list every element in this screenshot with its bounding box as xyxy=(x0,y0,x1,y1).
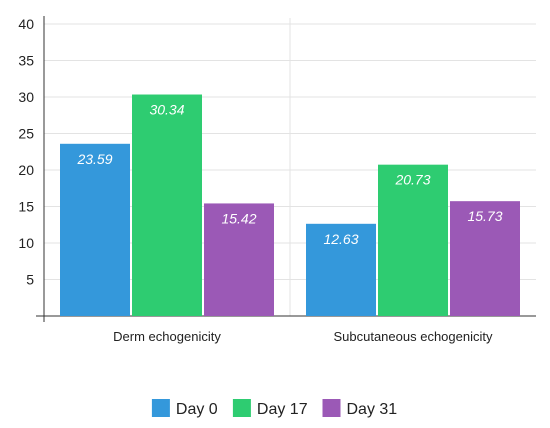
bar-value-label: 20.73 xyxy=(394,172,430,188)
bar-value-label: 15.42 xyxy=(221,210,256,226)
bar xyxy=(60,143,130,316)
legend-swatch xyxy=(322,399,341,417)
y-tick-label: 30 xyxy=(18,89,34,105)
y-tick-label: 35 xyxy=(18,53,34,69)
y-tick-label: 25 xyxy=(18,126,34,142)
y-tick-label: 40 xyxy=(18,16,34,32)
legend: Day 0 Day 17 Day 31 xyxy=(151,399,398,418)
legend-label: Day 31 xyxy=(347,401,398,418)
bar-value-label: 15.73 xyxy=(467,208,502,224)
bar xyxy=(306,223,376,316)
bar xyxy=(450,201,520,316)
legend-label: Day 0 xyxy=(176,401,218,418)
bar-value-label: 30.34 xyxy=(149,102,184,118)
y-tick-label: 20 xyxy=(18,162,34,178)
bar-value-label: 23.59 xyxy=(76,151,112,167)
y-tick-label: 10 xyxy=(18,235,34,251)
legend-swatch xyxy=(232,399,251,417)
y-tick-label: 15 xyxy=(18,199,34,215)
x-category-label: Subcutaneous echogenicity xyxy=(333,329,493,344)
bar xyxy=(378,164,448,316)
legend-label: Day 17 xyxy=(257,401,308,418)
bars xyxy=(60,94,520,316)
legend-swatch xyxy=(151,399,170,417)
bar xyxy=(204,203,274,316)
bar-value-label: 12.63 xyxy=(323,231,358,247)
bar xyxy=(132,94,202,316)
y-tick-label: 5 xyxy=(26,272,34,288)
data-labels: 23.59 30.34 15.42 12.63 20.73 15.73 xyxy=(76,102,502,247)
x-category-label: Derm echogenicity xyxy=(113,329,221,344)
